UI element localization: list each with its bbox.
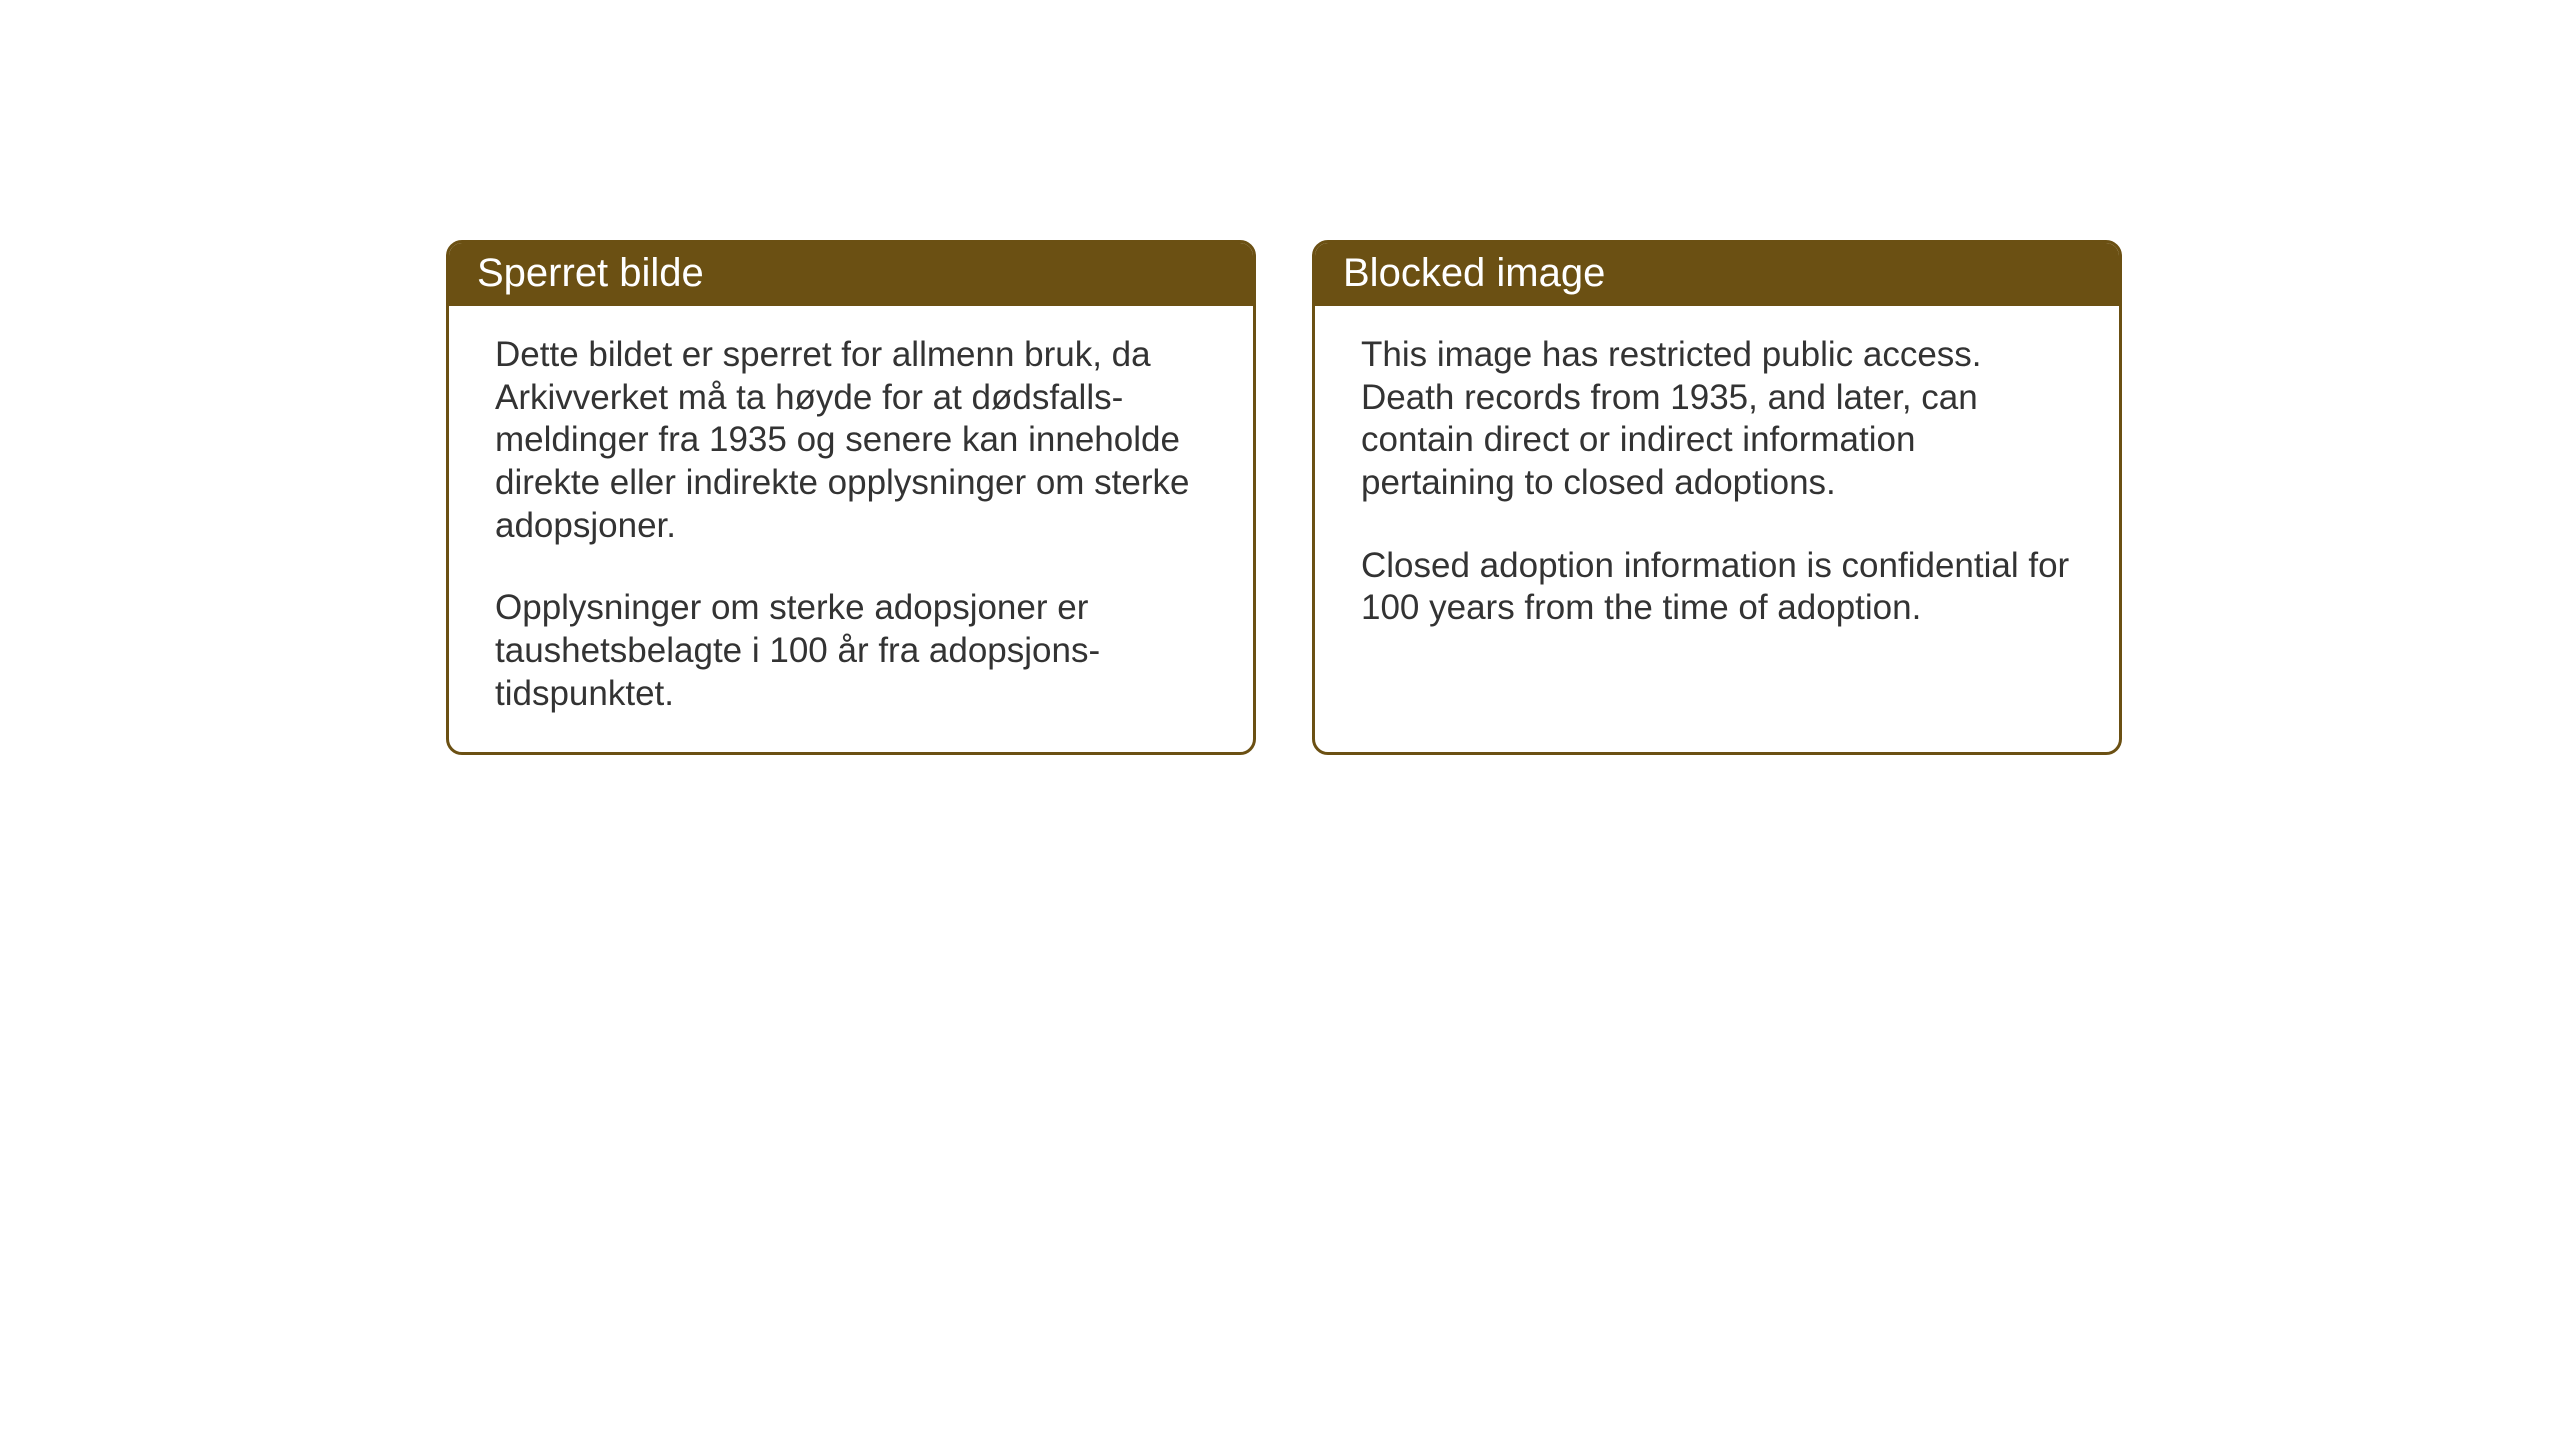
notice-body-norwegian: Dette bildet er sperret for allmenn bruk… bbox=[449, 306, 1253, 752]
notice-paragraph: Closed adoption information is confident… bbox=[1361, 545, 2073, 630]
notice-paragraph: This image has restricted public access.… bbox=[1361, 334, 2073, 505]
notice-header-norwegian: Sperret bilde bbox=[449, 243, 1253, 306]
notice-box-norwegian: Sperret bilde Dette bildet er sperret fo… bbox=[446, 240, 1256, 755]
notice-header-english: Blocked image bbox=[1315, 243, 2119, 306]
notice-box-english: Blocked image This image has restricted … bbox=[1312, 240, 2122, 755]
notice-container: Sperret bilde Dette bildet er sperret fo… bbox=[446, 240, 2122, 755]
notice-paragraph: Dette bildet er sperret for allmenn bruk… bbox=[495, 334, 1207, 547]
notice-body-english: This image has restricted public access.… bbox=[1315, 306, 2119, 666]
notice-paragraph: Opplysninger om sterke adopsjoner er tau… bbox=[495, 587, 1207, 715]
